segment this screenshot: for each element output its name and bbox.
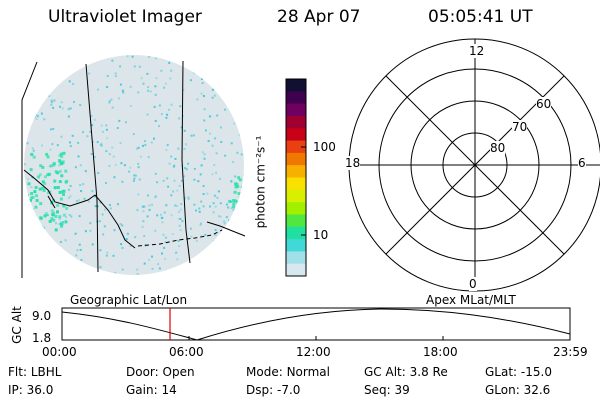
x-tick-label-1: 06:00 — [169, 345, 204, 359]
mlt-label-12: 12 — [469, 44, 485, 58]
instrument-title: Ultraviolet Imager — [48, 7, 202, 27]
polar-panel-title: Apex MLat/MLT — [426, 293, 516, 307]
mlat-label-60: 60 — [536, 97, 552, 111]
mlt-label-0: 0 — [469, 277, 477, 291]
colorbar-segment — [286, 152, 306, 166]
info-seq: Seq: 39 — [364, 383, 410, 397]
altitude-ylabel: GC Alt — [9, 306, 24, 344]
info-gc-alt: GC Alt: 3.8 Re — [364, 365, 448, 379]
colorbar-segment — [286, 128, 306, 142]
colorbar-segment — [286, 140, 306, 154]
colorbar-segment — [286, 165, 306, 178]
info-glat: GLat: -15.0 — [485, 365, 552, 379]
mlat-label-70: 70 — [512, 120, 528, 134]
info-filter: Flt: LBHL — [8, 365, 62, 379]
colorbar-segment — [286, 226, 306, 240]
x-tick-label-2: 12:00 — [296, 345, 331, 359]
mlt-label-6: 6 — [578, 156, 586, 170]
mlat-label-80: 80 — [490, 141, 506, 155]
colorbar-tick-label-10: 10 — [313, 228, 329, 242]
colorbar-segment — [286, 91, 306, 105]
colorbar-segment — [286, 239, 306, 252]
info-glon: GLon: 32.6 — [485, 383, 551, 397]
colorbar — [285, 78, 307, 277]
geographic-grid-lines — [21, 60, 246, 278]
uv-image-panel — [21, 55, 246, 278]
x-tick-label-3: 18:00 — [423, 345, 458, 359]
altitude-ytick-min: 1.8 — [32, 331, 52, 345]
mlt-label-18: 18 — [345, 156, 361, 170]
colorbar-tick-label-100: 100 — [313, 140, 336, 154]
colorbar-segment — [286, 251, 306, 265]
colorbar-segment — [286, 214, 306, 228]
info-door: Door: Open — [126, 365, 195, 379]
info-gain: Gain: 14 — [126, 383, 177, 397]
colorbar-segment — [286, 202, 306, 215]
altitude-curve — [61, 308, 571, 341]
colorbar-segment — [286, 189, 306, 203]
date-label: 28 Apr 07 — [277, 7, 361, 27]
uv-image-disk — [24, 55, 244, 275]
colorbar-segment — [286, 177, 306, 191]
colorbar-frame — [285, 78, 307, 277]
time-label: 05:05:41 UT — [428, 7, 533, 27]
polar-diagonal-2 — [385, 75, 565, 255]
info-ip: IP: 36.0 — [8, 383, 54, 397]
colorbar-segment — [286, 79, 306, 92]
altitude-ytick-max: 9.0 — [32, 309, 52, 323]
altitude-frame — [61, 307, 571, 341]
x-tick-label-4: 23:59 — [553, 345, 588, 359]
image-panel-title: Geographic Lat/Lon — [70, 293, 188, 307]
colorbar-segment — [286, 115, 306, 129]
x-tick-label-0: 00:00 — [42, 345, 77, 359]
colorbar-unit-label: photon cm⁻²s⁻¹ — [253, 135, 268, 229]
polar-plot — [348, 38, 600, 292]
colorbar-segment — [286, 263, 306, 277]
info-mode: Mode: Normal — [246, 365, 330, 379]
colorbar-segment — [286, 103, 306, 117]
info-dsp: Dsp: -7.0 — [246, 383, 301, 397]
altitude-plot — [61, 307, 571, 341]
